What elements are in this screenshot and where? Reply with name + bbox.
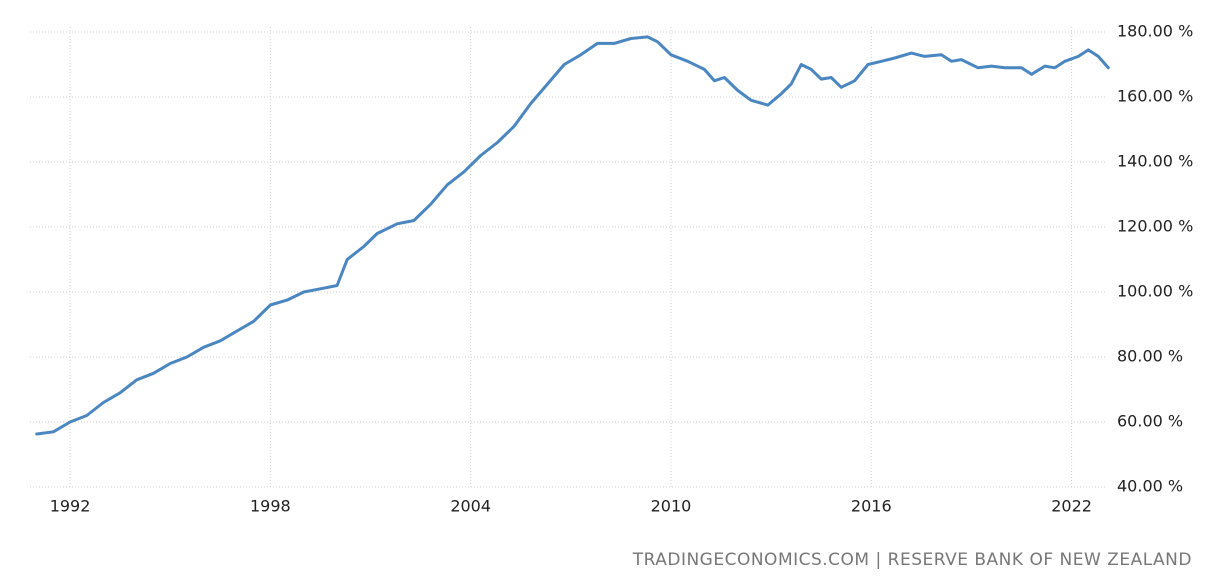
source: TRADINGECONOMICS.COM | RESERVE BANK OF N…	[632, 550, 1192, 570]
line	[35, 35, 1110, 436]
y-tick-label: 140.00 %	[1117, 152, 1193, 171]
x-tick-label: 1998	[250, 497, 291, 516]
y-tick-label: 180.00 %	[1117, 22, 1193, 41]
x-tick-label: 2016	[851, 497, 892, 516]
y-tick-label: 120.00 %	[1117, 217, 1193, 236]
y-tick-label: 100.00 %	[1117, 282, 1193, 301]
x-tick-label: 2022	[1051, 497, 1092, 516]
x-tick-label: 2010	[651, 497, 692, 516]
y-tick-label: 160.00 %	[1117, 87, 1193, 106]
x-tick-label: 1992	[50, 497, 91, 516]
y-tick-label: 80.00 %	[1117, 347, 1183, 366]
y-tick-label: 40.00 %	[1117, 477, 1183, 496]
y-tick-label: 60.00 %	[1117, 412, 1183, 431]
x-tick-label: 2004	[450, 497, 491, 516]
